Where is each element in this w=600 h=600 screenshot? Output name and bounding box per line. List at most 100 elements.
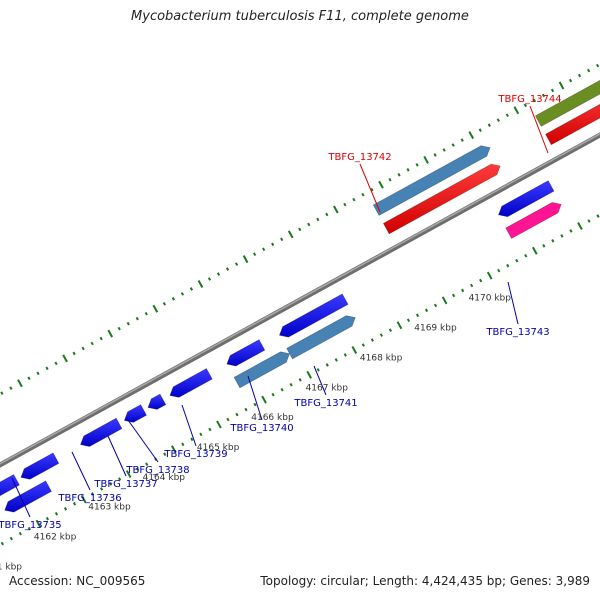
tick-mark bbox=[441, 296, 448, 305]
tick-mark bbox=[216, 272, 221, 276]
rna-gene-arrow bbox=[505, 202, 562, 239]
gene-label: TBFG_13736 bbox=[57, 493, 121, 504]
tick-mark bbox=[496, 118, 500, 123]
tick-mark bbox=[287, 230, 294, 239]
tick-mark bbox=[253, 402, 257, 407]
tick-mark bbox=[316, 217, 320, 222]
leader-line bbox=[359, 163, 381, 213]
tick-mark bbox=[170, 445, 177, 454]
tick-mark bbox=[35, 519, 42, 528]
tick-mark bbox=[298, 377, 302, 382]
tick-mark bbox=[171, 297, 175, 301]
tick-mark bbox=[378, 180, 384, 189]
backbone-highlight bbox=[0, 133, 600, 465]
tick-mark bbox=[207, 277, 212, 281]
tick-mark bbox=[0, 541, 4, 546]
tick-mark bbox=[72, 502, 77, 506]
tick-mark bbox=[36, 371, 40, 376]
tick-mark bbox=[406, 318, 411, 323]
reverse-gene-arrow bbox=[20, 452, 60, 480]
gene-label: TBFG_13740 bbox=[229, 423, 293, 434]
tick-mark bbox=[189, 287, 194, 291]
leader-line bbox=[11, 477, 31, 518]
tick-mark bbox=[280, 387, 284, 392]
tick-mark bbox=[587, 219, 591, 223]
reverse-gene-arrow bbox=[147, 393, 167, 410]
tick-mark bbox=[577, 73, 582, 78]
tick-mark bbox=[144, 311, 148, 316]
tick-mark bbox=[62, 354, 68, 363]
label-leader-lines bbox=[11, 105, 549, 518]
kbp-label: 4166 kbp bbox=[251, 413, 294, 423]
tick-mark bbox=[63, 507, 68, 511]
tick-mark bbox=[118, 477, 122, 481]
tick-mark bbox=[396, 321, 403, 330]
tick-mark bbox=[54, 361, 58, 366]
kbp-scale-labels: 4161 kbp 4162 kbp 4163 kbp 4164 kbp 4165 kbp… bbox=[0, 294, 511, 573]
kbp-label: 4161 kbp bbox=[0, 562, 22, 572]
kbp-label: 4164 kbp bbox=[143, 473, 186, 483]
tick-mark bbox=[208, 427, 212, 432]
tick-mark bbox=[181, 442, 185, 447]
gene-label: TBFG_13739 bbox=[163, 449, 227, 460]
tick-mark bbox=[180, 292, 185, 296]
tick-mark bbox=[558, 81, 565, 90]
tick-mark bbox=[72, 351, 76, 356]
tick-mark bbox=[550, 88, 555, 93]
tick-mark bbox=[0, 391, 4, 395]
tick-mark bbox=[370, 338, 374, 342]
tick-mark bbox=[90, 492, 95, 496]
gene-labels: TBFG_13735 TBFG_13736 TBFG_13737 TBFG_13738… bbox=[0, 94, 562, 531]
tick-mark bbox=[325, 212, 329, 217]
tick-mark bbox=[515, 258, 519, 263]
tick-mark bbox=[235, 412, 239, 417]
tick-mark bbox=[577, 221, 583, 230]
reverse-gene-arrow bbox=[80, 417, 123, 447]
tick-mark bbox=[451, 143, 455, 147]
tick-mark bbox=[343, 353, 347, 357]
kbp-label: 4165 kbp bbox=[197, 443, 240, 453]
tick-mark bbox=[298, 227, 302, 232]
forward-gene-arrow bbox=[545, 103, 600, 146]
tick-mark bbox=[289, 382, 293, 387]
tick-mark bbox=[334, 358, 338, 362]
feature-track bbox=[0, 79, 600, 513]
tick-mark bbox=[532, 98, 537, 103]
tick-mark bbox=[388, 328, 393, 332]
map-title: Mycobacterium tuberculosis F11, complete… bbox=[131, 9, 469, 24]
tick-mark bbox=[433, 153, 437, 157]
tick-mark bbox=[486, 271, 493, 280]
tick-mark bbox=[424, 308, 429, 313]
tick-mark bbox=[54, 511, 59, 516]
tick-mark bbox=[9, 386, 13, 390]
tick-mark bbox=[487, 123, 491, 127]
tick-mark bbox=[45, 366, 49, 371]
tick-mark bbox=[125, 470, 132, 479]
tick-mark bbox=[244, 407, 248, 412]
reverse-gene-arrow bbox=[279, 293, 349, 338]
tick-mark bbox=[306, 370, 312, 379]
tick-mark bbox=[261, 395, 267, 404]
tick-mark bbox=[280, 237, 284, 242]
tick-mark bbox=[388, 177, 392, 182]
tick-mark bbox=[27, 526, 31, 531]
tick-mark bbox=[162, 302, 166, 306]
leader-line bbox=[247, 375, 263, 421]
tick-mark bbox=[152, 304, 159, 313]
reverse-gene-arrow bbox=[4, 480, 52, 513]
tick-mark bbox=[596, 63, 600, 68]
tick-mark bbox=[271, 392, 275, 397]
tick-mark bbox=[9, 536, 13, 541]
gene-label: TBFG_13738 bbox=[125, 465, 189, 476]
tick-mark bbox=[460, 138, 464, 142]
tick-mark bbox=[542, 244, 546, 248]
tick-mark bbox=[163, 452, 167, 457]
tick-mark bbox=[586, 68, 591, 73]
tick-mark bbox=[234, 262, 239, 266]
tick-mark bbox=[568, 78, 573, 83]
tick-mark bbox=[135, 316, 139, 321]
tick-mark bbox=[197, 279, 204, 288]
tick-mark bbox=[216, 420, 222, 429]
forward-gene-arrow bbox=[382, 163, 501, 235]
tick-mark bbox=[81, 346, 85, 351]
